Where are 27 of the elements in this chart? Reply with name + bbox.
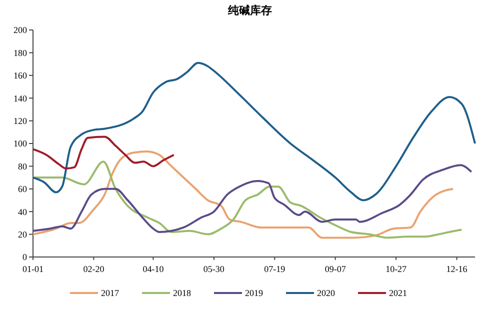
x-tick-label: 07-19 (264, 264, 286, 274)
y-tick-label: 20 (18, 229, 28, 240)
line-series (32, 136, 175, 170)
x-tick-label: 01-01 (22, 264, 44, 274)
legend-label: 2018 (173, 288, 192, 298)
legend-label: 2020 (317, 288, 336, 298)
legend-label: 2017 (101, 288, 120, 298)
y-tick-label: 180 (14, 48, 28, 58)
legend-label: 2019 (245, 288, 264, 298)
y-tick-label: 0 (22, 252, 28, 262)
x-tick-label: 02-20 (83, 264, 105, 274)
line-series (32, 62, 476, 202)
x-tick-label: 05-30 (203, 264, 225, 274)
y-tick-label: 160 (14, 70, 28, 81)
x-tick-label: 04-10 (142, 264, 164, 274)
y-tick-label: 100 (14, 138, 28, 149)
y-tick-label: 120 (14, 116, 28, 126)
x-tick-label: 10-27 (386, 264, 408, 274)
y-tick-label: 140 (14, 93, 28, 104)
y-tick-label: 60 (18, 184, 28, 194)
x-tick-label: 12-16 (446, 264, 468, 274)
legend-label: 2021 (389, 288, 407, 298)
chart-title: 纯碱库存 (227, 4, 272, 17)
y-tick-label: 40 (18, 206, 28, 217)
x-tick-label: 09-07 (324, 264, 346, 274)
y-tick-label: 80 (18, 161, 28, 172)
y-tick-label: 200 (14, 25, 28, 36)
